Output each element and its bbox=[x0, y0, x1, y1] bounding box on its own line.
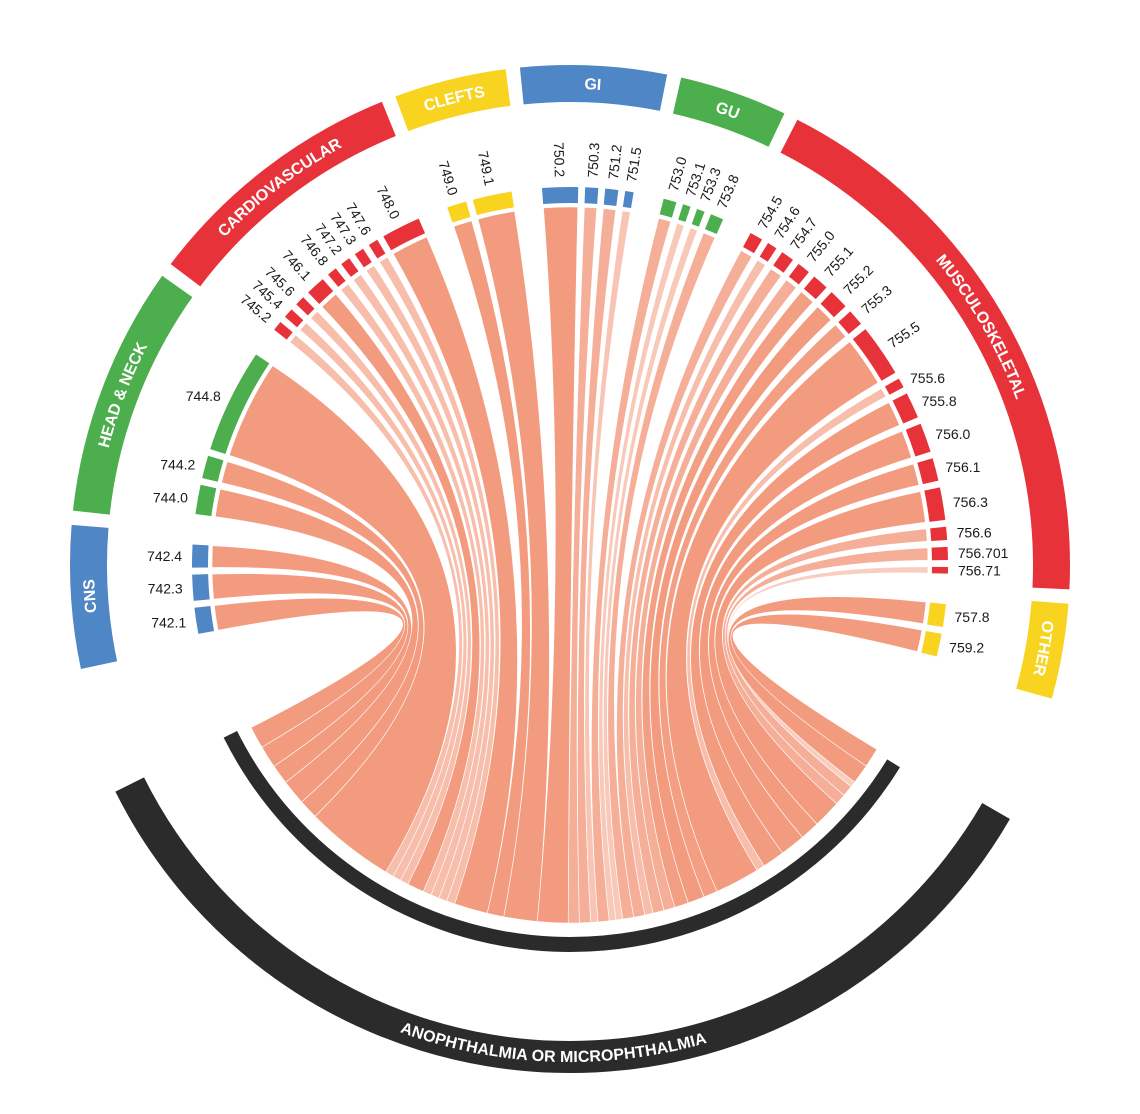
category-label-text: GI bbox=[584, 76, 602, 94]
segment-label: 750.3 bbox=[584, 142, 602, 178]
segment-753.8 bbox=[705, 214, 724, 235]
segment-755.2 bbox=[820, 292, 846, 318]
segment-742.4 bbox=[192, 544, 209, 568]
target-outer-arc bbox=[115, 777, 1010, 1074]
segment-label: 750.2 bbox=[551, 142, 568, 178]
target-arcs: ANOPHTHALMIA OR MICROPHTHALMIA bbox=[115, 730, 1010, 1074]
category-label: GU bbox=[714, 99, 742, 123]
segment-754.5 bbox=[743, 232, 763, 254]
segment-750.2 bbox=[541, 187, 579, 204]
segment-744.8 bbox=[210, 354, 270, 455]
segment-755.8 bbox=[892, 393, 918, 424]
segment-747.6 bbox=[368, 239, 386, 259]
segment-745.4 bbox=[284, 309, 304, 328]
category-label: MUSCULOSKELETAL bbox=[933, 251, 1030, 401]
category-label-text: CNS bbox=[81, 578, 100, 613]
category-arc-7 bbox=[1016, 600, 1069, 699]
segment-745.2 bbox=[274, 322, 293, 340]
segment-755.6 bbox=[884, 378, 904, 395]
chords bbox=[211, 206, 929, 924]
category-label: CNS bbox=[81, 578, 100, 613]
segment-label: 744.8 bbox=[186, 388, 221, 404]
segment-label: 742.1 bbox=[151, 614, 186, 630]
segment-745.6 bbox=[296, 297, 315, 316]
segment-label: 744.2 bbox=[160, 456, 195, 472]
segment-746.8 bbox=[328, 268, 346, 287]
segment-755.3 bbox=[838, 311, 862, 335]
segment-755.0 bbox=[788, 263, 809, 285]
segment-label: 742.4 bbox=[147, 548, 182, 564]
segment-744.0 bbox=[195, 484, 217, 517]
segment-749.0 bbox=[447, 201, 471, 223]
segment-label: 748.0 bbox=[373, 183, 403, 222]
segment-label: 755.8 bbox=[922, 393, 957, 409]
segment-label: 755.6 bbox=[910, 370, 945, 386]
category-arc-6 bbox=[780, 119, 1070, 590]
segment-756.0 bbox=[905, 423, 931, 457]
category-arc-4 bbox=[519, 65, 668, 111]
segment-757.8 bbox=[927, 602, 946, 628]
segment-label: 756.71 bbox=[958, 562, 1001, 578]
segment-756.3 bbox=[924, 487, 946, 522]
segment-label: 755.3 bbox=[858, 282, 895, 317]
chord-759.2 bbox=[730, 614, 923, 767]
segment-label: 756.3 bbox=[953, 494, 988, 510]
category-arc-0 bbox=[70, 524, 118, 669]
segment-759.2 bbox=[921, 630, 942, 657]
category-label-text: MUSCULOSKELETAL bbox=[933, 251, 1030, 401]
segment-751.2 bbox=[603, 188, 619, 206]
segment-747.2 bbox=[341, 258, 359, 277]
segment-753.0 bbox=[659, 198, 677, 218]
segment-label: 751.5 bbox=[623, 146, 644, 183]
segment-label: 759.2 bbox=[949, 639, 984, 655]
segment-742.1 bbox=[194, 605, 215, 634]
category-arc-1 bbox=[72, 275, 193, 515]
segment-746.1 bbox=[308, 279, 334, 304]
segment-754.6 bbox=[759, 243, 777, 262]
segment-755.1 bbox=[803, 276, 827, 300]
segment-756.71 bbox=[931, 566, 948, 574]
segment-label: 756.0 bbox=[935, 426, 970, 442]
segment-749.1 bbox=[472, 191, 514, 216]
segment-751.5 bbox=[622, 191, 634, 209]
segment-742.3 bbox=[192, 574, 210, 601]
category-label-text: GU bbox=[714, 99, 742, 123]
segment-744.2 bbox=[202, 455, 224, 482]
segment-label: 749.0 bbox=[436, 159, 462, 197]
segment-756.701 bbox=[931, 546, 948, 561]
target-inner-arc bbox=[223, 730, 900, 953]
segment-label: 757.8 bbox=[955, 609, 990, 625]
segment-label: 742.3 bbox=[148, 580, 183, 596]
segment-754.7 bbox=[773, 252, 793, 273]
segment-label: 749.1 bbox=[475, 149, 498, 187]
segment-753.1 bbox=[678, 204, 691, 222]
segment-label: 756.701 bbox=[958, 545, 1009, 561]
segment-label: 751.2 bbox=[605, 143, 625, 180]
segment-756.6 bbox=[930, 526, 948, 542]
segment-label: 755.2 bbox=[840, 262, 876, 298]
segment-label: 756.1 bbox=[945, 459, 980, 475]
segment-748.0 bbox=[383, 218, 426, 251]
segment-756.1 bbox=[917, 458, 939, 485]
category-label: GI bbox=[584, 76, 602, 94]
segment-753.3 bbox=[691, 209, 705, 227]
segment-label: 755.5 bbox=[885, 318, 923, 351]
segments bbox=[192, 187, 948, 657]
category-arc-5 bbox=[672, 77, 785, 147]
category-arc-2 bbox=[170, 101, 396, 287]
segment-755.5 bbox=[852, 329, 896, 381]
segment-label: 756.6 bbox=[957, 525, 992, 541]
segment-750.3 bbox=[584, 187, 599, 205]
category-arc-3 bbox=[395, 69, 511, 132]
segment-747.3 bbox=[354, 248, 372, 268]
segment-label: 744.0 bbox=[153, 490, 188, 506]
